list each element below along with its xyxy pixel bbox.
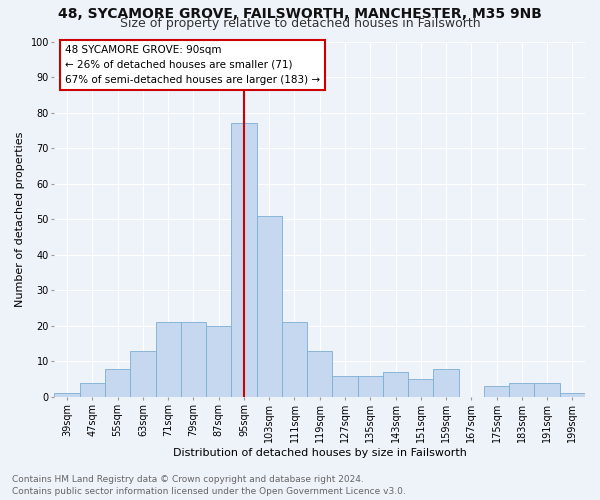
Bar: [509, 383, 535, 397]
X-axis label: Distribution of detached houses by size in Failsworth: Distribution of detached houses by size …: [173, 448, 467, 458]
Bar: [130, 351, 155, 397]
Bar: [383, 372, 408, 397]
Bar: [358, 376, 383, 397]
Bar: [282, 322, 307, 397]
Bar: [408, 379, 433, 397]
Bar: [206, 326, 232, 397]
Bar: [535, 383, 560, 397]
Bar: [307, 351, 332, 397]
Text: 48 SYCAMORE GROVE: 90sqm
← 26% of detached houses are smaller (71)
67% of semi-d: 48 SYCAMORE GROVE: 90sqm ← 26% of detach…: [65, 45, 320, 84]
Bar: [55, 394, 80, 397]
Bar: [232, 124, 257, 397]
Bar: [484, 386, 509, 397]
Text: 48, SYCAMORE GROVE, FAILSWORTH, MANCHESTER, M35 9NB: 48, SYCAMORE GROVE, FAILSWORTH, MANCHEST…: [58, 8, 542, 22]
Bar: [433, 368, 458, 397]
Bar: [105, 368, 130, 397]
Bar: [257, 216, 282, 397]
Bar: [332, 376, 358, 397]
Bar: [181, 322, 206, 397]
Bar: [80, 383, 105, 397]
Bar: [155, 322, 181, 397]
Text: Contains HM Land Registry data © Crown copyright and database right 2024.
Contai: Contains HM Land Registry data © Crown c…: [12, 474, 406, 496]
Y-axis label: Number of detached properties: Number of detached properties: [15, 132, 25, 307]
Bar: [560, 394, 585, 397]
Text: Size of property relative to detached houses in Failsworth: Size of property relative to detached ho…: [119, 18, 481, 30]
